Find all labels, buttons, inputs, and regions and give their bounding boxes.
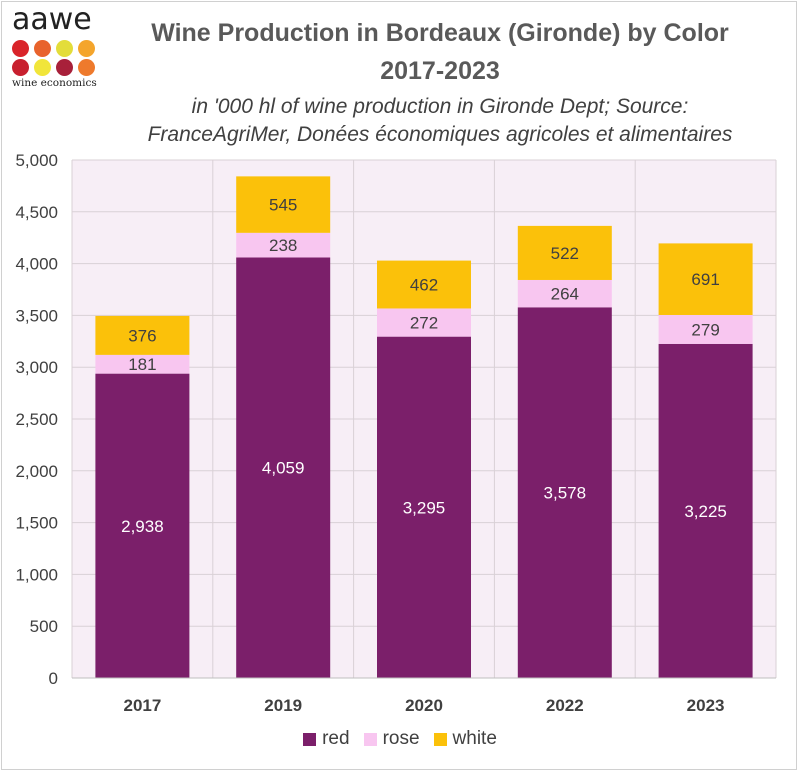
logo-dots-icon (12, 40, 104, 76)
bar-white-2022 (517, 225, 612, 280)
data-label: 3,225 (684, 502, 727, 521)
logo-dot (12, 40, 29, 57)
legend-item-rose: rose (363, 728, 420, 750)
y-tick-label: 3,500 (15, 306, 58, 325)
data-label: 376 (128, 326, 156, 345)
x-tick-label: 2020 (405, 696, 443, 715)
bar-rose-2023 (658, 314, 753, 344)
bar-red-2019 (236, 257, 331, 678)
chart-subtitle-line1: in '000 hl of wine production in Gironde… (191, 95, 689, 118)
legend-label: red (322, 728, 350, 749)
bar-white-2019 (236, 176, 331, 233)
y-tick-label: 4,500 (15, 203, 58, 222)
legend-swatch (303, 732, 317, 746)
x-tick-label: 2023 (687, 696, 725, 715)
bar-red-2022 (517, 307, 612, 678)
logo-dot (56, 40, 73, 57)
logo-dot (78, 59, 95, 76)
data-label: 264 (551, 285, 579, 304)
y-tick-label: 0 (49, 669, 58, 688)
legend-label: rose (382, 728, 420, 749)
data-label: 545 (269, 196, 297, 215)
y-tick-label: 3,000 (15, 358, 58, 377)
legend-item-white: white (433, 728, 497, 750)
data-label: 691 (691, 270, 719, 289)
y-tick-label: 5,000 (15, 151, 58, 170)
chart-title: Wine Production in Bordeaux (Gironde) by… (151, 19, 729, 47)
legend-item-red: red (303, 728, 350, 750)
data-label: 4,059 (262, 459, 305, 478)
y-tick-label: 2,500 (15, 410, 58, 429)
chart-subtitle-line2: FranceAgriMer, Donées économiques agrico… (147, 123, 733, 146)
bar-red-2020 (377, 336, 471, 678)
data-label: 2,938 (121, 517, 164, 536)
aawe-logo: aawe wine economics (10, 2, 104, 92)
x-tick-label: 2017 (123, 696, 161, 715)
data-label: 279 (691, 320, 719, 339)
y-tick-label: 1,500 (15, 514, 58, 533)
data-label: 522 (551, 244, 579, 263)
data-label: 3,295 (403, 498, 446, 517)
y-tick-label: 4,000 (15, 255, 58, 274)
logo-dot (34, 59, 51, 76)
logo-dot (12, 59, 29, 76)
bar-white-2023 (658, 243, 753, 315)
chart-title-years: 2017-2023 (380, 57, 500, 85)
logo-dot (78, 40, 95, 57)
logo-dot (56, 59, 73, 76)
bar-rose-2019 (236, 232, 331, 258)
chart-legend: red rose white (0, 728, 800, 750)
x-tick-label: 2019 (264, 696, 302, 715)
bar-rose-2020 (377, 308, 471, 337)
logo-wordmark: aawe (12, 2, 92, 37)
logo-dot (34, 40, 51, 57)
data-label: 238 (269, 236, 297, 255)
y-tick-label: 2,000 (15, 462, 58, 481)
bar-red-2017 (95, 373, 190, 678)
x-tick-label: 2022 (546, 696, 584, 715)
bar-rose-2022 (517, 279, 612, 308)
y-tick-label: 500 (30, 617, 58, 636)
bar-white-2017 (95, 315, 190, 355)
legend-swatch (363, 732, 377, 746)
bar-white-2020 (377, 260, 471, 309)
bar-rose-2017 (95, 354, 190, 374)
y-tick-label: 1,000 (15, 565, 58, 584)
bar-red-2023 (658, 343, 753, 678)
legend-swatch (433, 732, 447, 746)
logo-tagline: wine economics (12, 77, 97, 89)
data-label: 272 (410, 314, 438, 333)
data-label: 181 (128, 355, 156, 374)
data-label: 3,578 (544, 484, 587, 503)
legend-label: white (452, 728, 497, 749)
data-label: 462 (410, 276, 438, 295)
